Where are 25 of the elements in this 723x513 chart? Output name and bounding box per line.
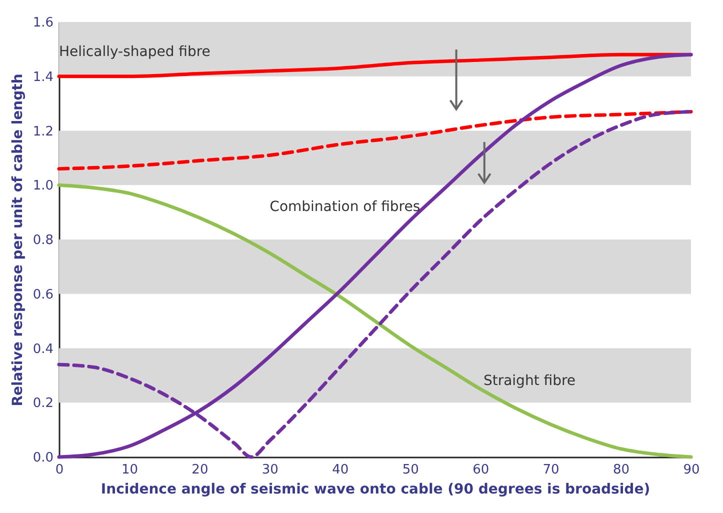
y-tick-label: 0.0 [32, 450, 54, 466]
y-axis-title: Relative response per unit of cable length [10, 74, 26, 406]
series-label: Straight fibre [483, 372, 576, 389]
x-tick-label: 70 [542, 462, 560, 478]
y-tick-label: 0.4 [32, 342, 54, 357]
y-tick-label: 0.2 [32, 396, 54, 412]
y-tick-label: 1.0 [32, 178, 54, 194]
y-tick-label: 1.4 [32, 70, 54, 85]
y-tick-label: 0.8 [32, 233, 54, 248]
x-tick-label: 40 [332, 462, 349, 478]
x-tick-label: 80 [613, 462, 630, 478]
y-tick-label: 0.6 [32, 287, 54, 302]
x-tick-label: 0 [55, 462, 64, 478]
x-tick-label: 50 [402, 462, 419, 478]
y-tick-label: 1.2 [32, 124, 54, 140]
series-label: Helically-shaped fibre [59, 44, 210, 60]
x-tick-label: 60 [472, 462, 490, 478]
x-axis-title: Incidence angle of seismic wave onto cable (90 degrees is broadside) [100, 482, 650, 498]
y-tick-label: 1.6 [32, 16, 54, 30]
line-series [57, 110, 693, 171]
series-label: Combination of fibres [270, 198, 420, 215]
x-tick-label: 20 [192, 462, 208, 478]
x-tick-label: 30 [262, 462, 278, 478]
x-tick-label: 10 [121, 462, 138, 478]
x-tick-label: 90 [683, 462, 700, 478]
